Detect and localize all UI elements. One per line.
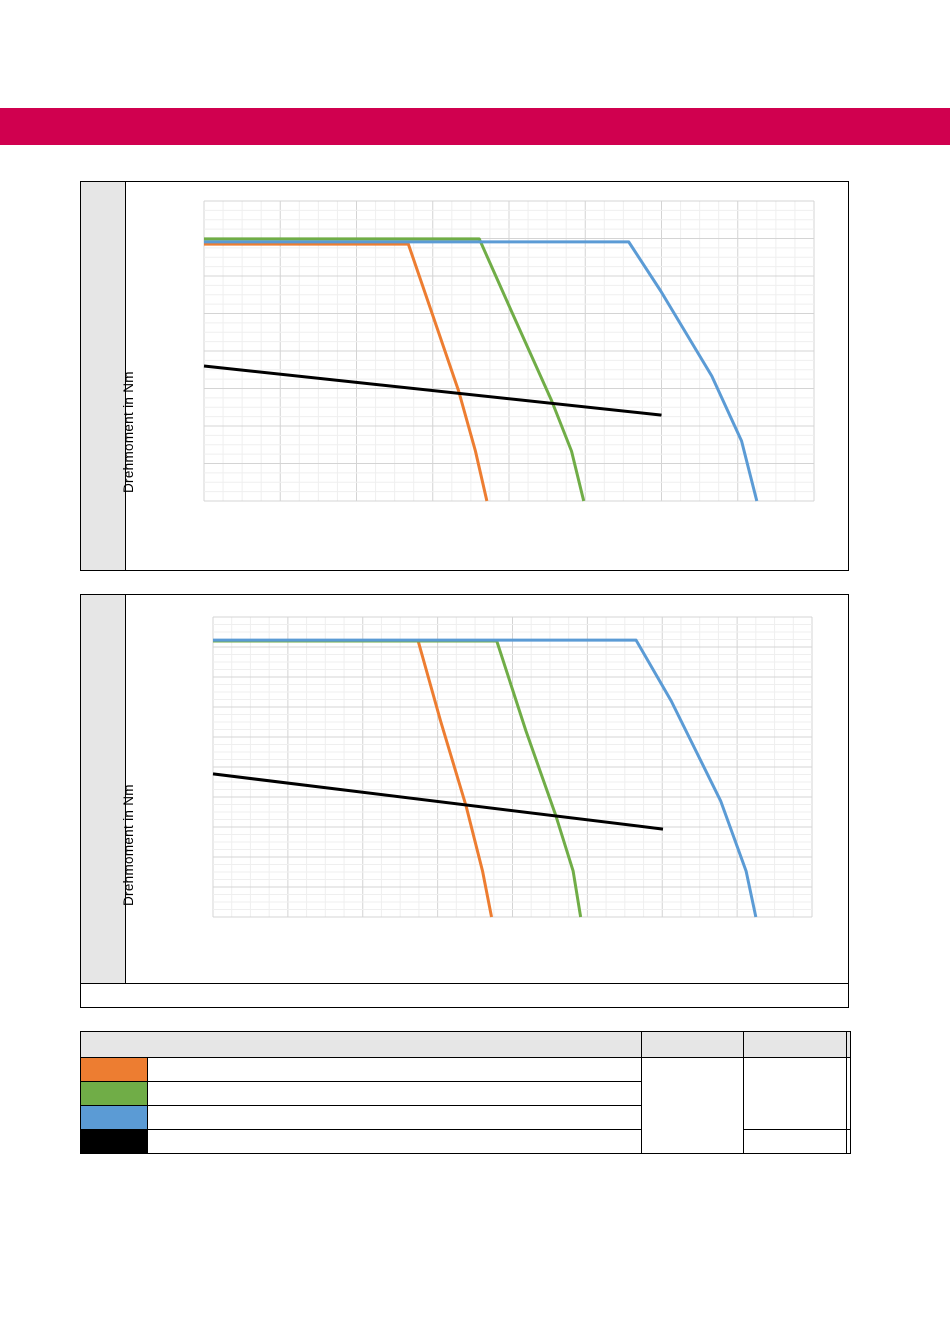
series-line-3 xyxy=(203,364,662,417)
series-line-1 xyxy=(204,237,586,502)
legend-swatch-orange xyxy=(80,1057,148,1082)
divider xyxy=(81,983,848,984)
series-line-2 xyxy=(204,240,759,502)
legend-swatch-green xyxy=(80,1081,148,1106)
series-line-1 xyxy=(213,639,583,918)
panel-side xyxy=(81,182,126,570)
series-line-0 xyxy=(204,242,489,502)
legend-swatch-black xyxy=(80,1129,148,1154)
chart-1 xyxy=(203,200,815,502)
legend-swatch-blue xyxy=(80,1105,148,1130)
panel-side xyxy=(81,595,126,983)
series-line-2 xyxy=(213,638,758,918)
chart-2 xyxy=(212,616,813,918)
chart-panel-2: Drehmoment in Nm xyxy=(80,594,849,1008)
series-line-3 xyxy=(212,772,664,831)
chart-panel-1: Drehmoment in Nm xyxy=(80,181,849,571)
header-band xyxy=(0,108,950,145)
legend-table xyxy=(79,1031,851,1154)
